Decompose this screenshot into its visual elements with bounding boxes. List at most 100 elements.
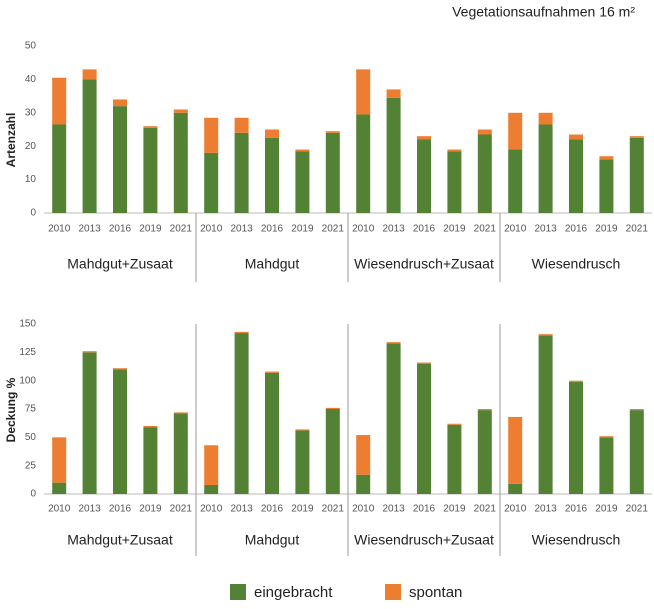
- group-label: Wiesendrusch+Zusaat: [354, 532, 494, 548]
- x-tick-label: 2021: [322, 504, 345, 515]
- x-tick-label: 2010: [352, 504, 375, 515]
- bar-segment: [569, 380, 583, 382]
- bar-segment: [265, 137, 279, 213]
- bar-segment: [356, 435, 371, 475]
- y-tick-label: 50: [25, 432, 37, 443]
- bar-segment: [143, 127, 158, 213]
- bar-segment: [417, 362, 431, 364]
- x-tick-label: 2016: [261, 224, 284, 235]
- bar-segment: [325, 407, 340, 409]
- bar-segment: [629, 409, 644, 411]
- bar-segment: [599, 159, 614, 213]
- y-axis-label: Artenzahl: [4, 113, 18, 168]
- bar-segment: [52, 437, 67, 483]
- bar-segment: [477, 410, 492, 494]
- bar-segment: [356, 114, 371, 213]
- bar-segment: [82, 352, 97, 494]
- legend-swatch: [230, 584, 246, 600]
- bar-segment: [113, 106, 127, 213]
- bar-segment: [113, 99, 127, 107]
- bar-segment: [113, 368, 127, 370]
- y-tick-label: 0: [30, 489, 36, 500]
- bar-segment: [538, 334, 553, 336]
- bar-segment: [447, 151, 462, 213]
- bar-segment: [508, 416, 523, 484]
- group-label: Mahdgut: [245, 532, 300, 548]
- bar-segment: [325, 409, 340, 494]
- x-tick-label: 2013: [78, 504, 101, 515]
- x-tick-label: 2019: [443, 504, 466, 515]
- bar-segment: [265, 129, 279, 138]
- x-tick-label: 2013: [230, 224, 253, 235]
- x-tick-label: 2016: [413, 224, 436, 235]
- y-tick-label: 50: [25, 41, 37, 52]
- bar-segment: [569, 134, 583, 140]
- x-tick-label: 2021: [626, 224, 649, 235]
- bar-segment: [599, 156, 614, 160]
- bar-segment: [204, 484, 219, 494]
- x-tick-label: 2013: [534, 224, 557, 235]
- x-tick-label: 2010: [200, 504, 223, 515]
- bar-segment: [417, 363, 431, 494]
- bar-segment: [538, 335, 553, 494]
- bar-segment: [113, 369, 127, 494]
- y-tick-label: 100: [19, 375, 36, 386]
- x-tick-label: 2021: [322, 224, 345, 235]
- bar-segment: [143, 126, 158, 128]
- bar-segment: [265, 372, 279, 494]
- bar-segment: [386, 342, 401, 344]
- x-tick-label: 2010: [48, 504, 71, 515]
- x-tick-label: 2019: [595, 504, 618, 515]
- x-tick-label: 2019: [291, 504, 314, 515]
- y-tick-label: 0: [30, 208, 36, 219]
- y-tick-label: 20: [25, 141, 37, 152]
- bar-segment: [569, 381, 583, 494]
- y-tick-label: 125: [19, 347, 36, 358]
- bar-segment: [447, 424, 462, 494]
- x-tick-label: 2013: [78, 224, 101, 235]
- bar-segment: [629, 136, 644, 138]
- bar-segment: [447, 423, 462, 425]
- bar-segment: [599, 436, 614, 438]
- y-tick-label: 75: [25, 404, 37, 415]
- x-tick-label: 2013: [534, 504, 557, 515]
- bar-segment: [234, 333, 249, 494]
- x-tick-label: 2013: [230, 504, 253, 515]
- y-tick-label: 25: [25, 460, 37, 471]
- bar-segment: [386, 89, 401, 98]
- x-tick-label: 2016: [261, 504, 284, 515]
- legend-label: eingebracht: [254, 584, 333, 601]
- bar-segment: [52, 482, 67, 494]
- bar-segment: [82, 79, 97, 214]
- x-tick-label: 2013: [382, 504, 405, 515]
- bar-segment: [417, 139, 431, 213]
- bar-segment: [477, 134, 492, 213]
- x-tick-label: 2013: [382, 224, 405, 235]
- x-tick-label: 2016: [109, 504, 132, 515]
- bar-segment: [508, 112, 523, 150]
- bar-segment: [234, 331, 249, 334]
- bar-segment: [173, 412, 188, 414]
- bar-segment: [386, 97, 401, 213]
- bar-segment: [325, 132, 340, 213]
- x-tick-label: 2016: [565, 224, 588, 235]
- bar-segment: [417, 136, 431, 140]
- x-tick-label: 2019: [595, 224, 618, 235]
- bar-segment: [599, 437, 614, 494]
- bar-segment: [508, 483, 523, 494]
- y-tick-label: 40: [25, 74, 37, 85]
- y-tick-label: 10: [25, 174, 37, 185]
- bar-segment: [82, 69, 97, 80]
- x-tick-label: 2021: [626, 504, 649, 515]
- bar-segment: [173, 109, 188, 113]
- group-label: Mahdgut: [245, 256, 300, 272]
- bar-segment: [143, 426, 158, 428]
- bar-segment: [82, 351, 97, 353]
- group-label: Wiesendrusch: [532, 256, 621, 272]
- bar-segment: [386, 343, 401, 494]
- x-tick-label: 2016: [413, 504, 436, 515]
- x-tick-label: 2019: [139, 224, 162, 235]
- bar-segment: [265, 371, 279, 373]
- group-label: Wiesendrusch+Zusaat: [354, 256, 494, 272]
